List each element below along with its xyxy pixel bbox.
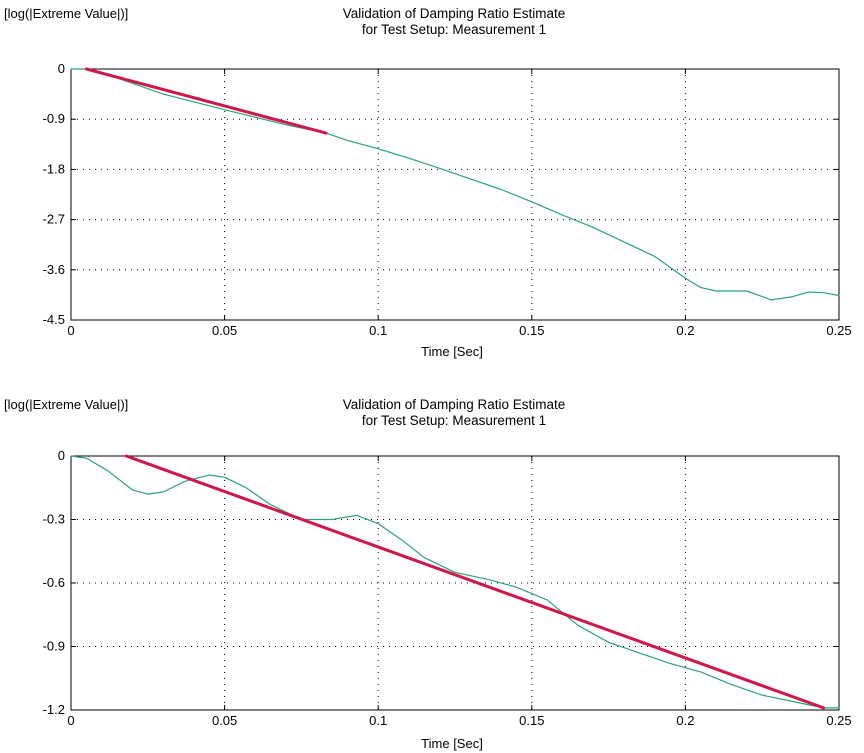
- chart2-xtick-label: 0.25: [826, 713, 851, 728]
- chart1-xtick-label: 0.25: [826, 323, 851, 338]
- chart2-xlabel: Time [Sec]: [421, 736, 483, 751]
- chart2-ytick-label: 0: [58, 448, 65, 463]
- chart1-xtick-label: 0.05: [212, 323, 237, 338]
- chart1-measured-line: [70, 68, 840, 301]
- chart1-ytick-label: -0.9: [43, 111, 65, 126]
- chart1-title-line1: Validation of Damping Ratio Estimate: [343, 6, 566, 21]
- chart2-xtick-label: 0: [67, 713, 74, 728]
- chart1-ytick-label: 0: [58, 61, 65, 76]
- chart1-xtick-label: 0.2: [676, 323, 694, 338]
- chart2-title-line2: for Test Setup: Measurement 1: [362, 413, 546, 428]
- chart1-title-line2: for Test Setup: Measurement 1: [362, 22, 546, 37]
- chart2-xtick-label: 0.1: [369, 713, 387, 728]
- chart1-xtick-label: 0: [67, 323, 74, 338]
- chart2-title-line1: Validation of Damping Ratio Estimate: [343, 397, 566, 412]
- chart1-ylabel-top: [log(|Extreme Value|)]: [4, 6, 128, 21]
- chart2-ytick-label: -0.3: [43, 512, 65, 527]
- chart1-plot-frame: [70, 68, 840, 321]
- chart1-xtick-label: 0.15: [519, 323, 544, 338]
- chart2-ylabel-top: [log(|Extreme Value|)]: [4, 397, 128, 412]
- chart1-ytick-label: -1.8: [43, 161, 65, 176]
- chart1-ytick-label: -2.7: [43, 212, 65, 227]
- chart2-ytick-label: -0.6: [43, 575, 65, 590]
- chart1-fit-line: [84, 67, 328, 135]
- chart2-ytick-label: -1.2: [43, 702, 65, 717]
- chart1-xtick-label: 0.1: [369, 323, 387, 338]
- chart2-xtick-label: 0.15: [519, 713, 544, 728]
- chart2-xtick-label: 0.2: [676, 713, 694, 728]
- chart1-ytick-label: -3.6: [43, 262, 65, 277]
- chart2-ytick-label: -0.9: [43, 639, 65, 654]
- chart1-xlabel: Time [Sec]: [421, 344, 483, 359]
- chart2-fit-line: [124, 454, 826, 710]
- chart2-measured-line: [70, 455, 840, 709]
- chart1-ytick-label: -4.5: [43, 312, 65, 327]
- chart2-xtick-label: 0.05: [212, 713, 237, 728]
